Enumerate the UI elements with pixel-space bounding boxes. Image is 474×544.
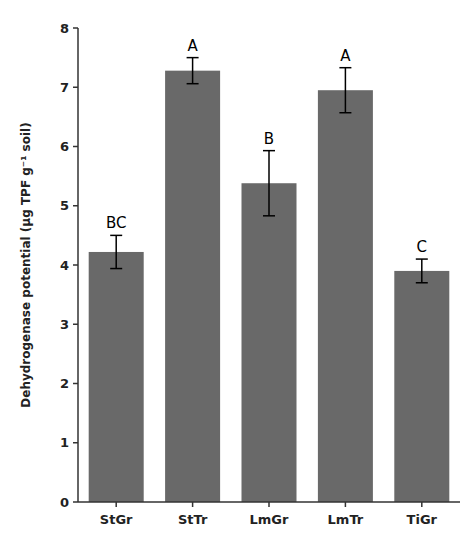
y-tick bbox=[73, 27, 78, 29]
error-bar bbox=[416, 259, 428, 283]
y-tick-label: 2 bbox=[60, 376, 69, 391]
y-tick-label: 8 bbox=[60, 21, 69, 36]
significance-label: C bbox=[417, 238, 427, 256]
y-axis-label: Dehydrogenase potential (µg TPF g⁻¹ soil… bbox=[19, 122, 33, 407]
annotations: BC A B A C bbox=[106, 37, 427, 256]
axes: 0 1 2 3 4 5 6 7 8 StGr StTr LmGr LmTr TiGr bbox=[60, 21, 460, 528]
y-tick-label: 4 bbox=[60, 258, 69, 273]
x-tick bbox=[345, 502, 347, 507]
x-tick-label: StTr bbox=[178, 512, 208, 527]
x-tick-label: StGr bbox=[100, 512, 133, 527]
x-tick bbox=[268, 502, 270, 507]
bar bbox=[89, 252, 144, 502]
y-tick bbox=[73, 205, 78, 207]
y-tick bbox=[73, 264, 78, 266]
bar bbox=[241, 183, 296, 502]
x-tick bbox=[421, 502, 423, 507]
y-tick-label: 7 bbox=[60, 80, 69, 95]
y-tick bbox=[73, 501, 78, 503]
y-tick-label: 3 bbox=[60, 317, 69, 332]
y-tick-label: 1 bbox=[60, 435, 69, 450]
y-tick bbox=[73, 146, 78, 148]
error-bar bbox=[339, 68, 351, 113]
error-bar bbox=[263, 151, 275, 216]
significance-label: A bbox=[340, 47, 351, 65]
y-tick-label: 0 bbox=[60, 495, 69, 510]
bar bbox=[318, 90, 373, 502]
bars bbox=[89, 58, 450, 502]
y-tick bbox=[73, 383, 78, 385]
y-tick-label: 5 bbox=[60, 198, 69, 213]
x-tick-label: LmTr bbox=[328, 512, 364, 527]
y-tick-label: 6 bbox=[60, 139, 69, 154]
y-tick bbox=[73, 324, 78, 326]
y-tick bbox=[73, 442, 78, 444]
x-tick bbox=[115, 502, 117, 507]
chart-container: BC A B A C 0 1 2 3 4 5 6 7 8 StGr StTr LmGr LmTr TiGr Dehyd… bbox=[0, 0, 474, 544]
significance-label: B bbox=[264, 130, 274, 148]
y-tick bbox=[73, 87, 78, 89]
bar bbox=[394, 271, 449, 502]
chart: BC A B A C 0 1 2 3 4 5 6 7 8 StGr StTr LmGr LmTr TiGr Dehyd… bbox=[0, 0, 474, 544]
x-tick-label: TiGr bbox=[407, 512, 438, 527]
error-bar bbox=[110, 235, 122, 268]
significance-label: BC bbox=[106, 214, 127, 232]
x-tick-label: LmGr bbox=[250, 512, 290, 527]
bar bbox=[165, 71, 220, 502]
x-tick bbox=[192, 502, 194, 507]
significance-label: A bbox=[187, 37, 198, 55]
error-bar bbox=[187, 58, 199, 84]
